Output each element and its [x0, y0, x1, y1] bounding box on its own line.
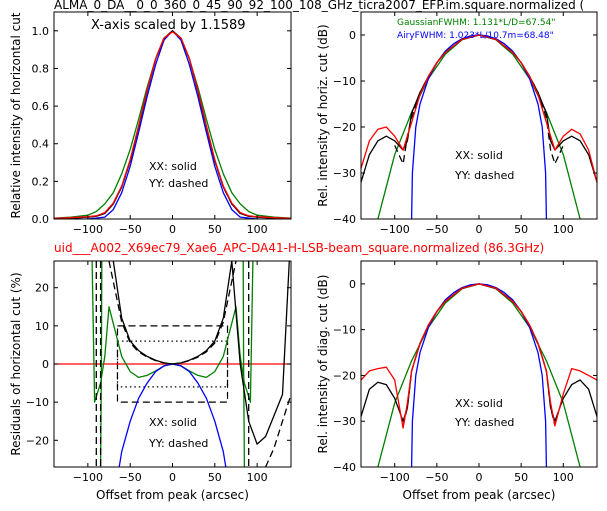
- red-solid-series-4: [54, 31, 291, 219]
- green-solid-series-0: [54, 30, 291, 219]
- y-tick-label: 0.4: [32, 138, 50, 151]
- x-tick-label: 100: [553, 471, 574, 484]
- y-tick-label: 0.8: [32, 62, 50, 75]
- y-tick-label: −30: [333, 167, 356, 180]
- data-area: [361, 34, 597, 219]
- y-tick-label: 1.0: [32, 25, 50, 38]
- y-axis-label: Rel. intensity of horiz. cut (dB): [316, 24, 330, 206]
- black-dashed-series-3: [54, 30, 291, 219]
- data-area: [361, 283, 597, 467]
- x-tick-label: −100: [73, 471, 103, 484]
- axes-frame: [360, 260, 598, 468]
- annotation-1: XX: solid: [149, 160, 197, 173]
- y-tick-label: −20: [333, 121, 356, 134]
- annotation-2: XX: solid: [455, 149, 503, 162]
- y-tick-label: −40: [333, 213, 356, 226]
- x-tick-label: −50: [119, 223, 142, 236]
- y-tick-label: −10: [333, 75, 356, 88]
- red-solid-series-4: [361, 283, 597, 429]
- green-solid-series-3: [242, 261, 246, 467]
- annotation-0: XX: solid: [149, 416, 197, 429]
- x-tick-label: −100: [380, 223, 410, 236]
- x-tick-label: 0: [476, 223, 483, 236]
- axes-frame: [360, 11, 598, 220]
- black-dashed-series-3: [394, 34, 564, 165]
- annotation-0: GaussianFWHM: 1.131*L/D=67.54": [397, 18, 555, 28]
- data-area: [54, 30, 291, 219]
- x-tick-label: 100: [247, 223, 268, 236]
- x-tick-label: −100: [380, 471, 410, 484]
- y-tick-label: 0.2: [32, 175, 50, 188]
- x-tick-label: −50: [425, 471, 448, 484]
- y-tick-label: −10: [333, 324, 356, 337]
- black-dashed-series-6: [108, 261, 237, 365]
- y-tick-label: 0: [42, 358, 49, 371]
- x-tick-label: −50: [119, 471, 142, 484]
- annotation-3: YY: dashed: [454, 169, 514, 182]
- annotation-0: XX: solid: [455, 397, 503, 410]
- plot-horizontal-intensity: −100 −50 0 50 100 0.0 0.2 0.4 0.6 0.8 1.0 Relative …: [9, 11, 292, 236]
- blue-solid-series-1: [54, 30, 291, 219]
- y-axis-label: Relative intensity of horizontal cut: [9, 12, 23, 218]
- green-solid-series-0: [377, 34, 581, 219]
- blue-solid-series-1: [410, 34, 548, 219]
- annotation-1: AiryFWHM: 1.023*L/10.7m=68.48": [397, 31, 554, 41]
- black-solid-series-5: [112, 261, 290, 445]
- annotation-2: YY: dashed: [148, 177, 208, 190]
- y-tick-label: −40: [333, 461, 356, 474]
- x-tick-label: 100: [553, 223, 574, 236]
- x-tick-label: 0: [476, 471, 483, 484]
- y-tick-label: 10: [35, 320, 49, 333]
- annotation-0: X-axis scaled by 1.1589: [91, 18, 246, 33]
- y-axis-label: Rel. intensity of diag. cut (dB): [316, 275, 330, 454]
- annotation-1: YY: dashed: [148, 437, 208, 450]
- green-solid-series-0: [377, 283, 581, 467]
- x-tick-label: 50: [514, 471, 528, 484]
- y-tick-label: 0.0: [32, 213, 50, 226]
- x-tick-label: 50: [514, 223, 528, 236]
- x-tick-label: −50: [425, 223, 448, 236]
- x-axis-label: Offset from peak (arcsec): [403, 488, 556, 502]
- blue-solid-series-1: [410, 283, 548, 467]
- y-axis-label: Residuals of horizontal cut (%): [9, 272, 23, 455]
- black-dashed-series-10: [265, 394, 291, 467]
- y-tick-label: −20: [26, 434, 49, 447]
- data-area: [54, 261, 291, 467]
- y-tick-label: 0: [349, 278, 356, 291]
- middle-title: uid___A002_X69ec79_Xae6_APC-DA41-H-LSB-b…: [54, 241, 544, 255]
- x-tick-label: 100: [247, 471, 268, 484]
- x-axis-label: Offset from peak (arcsec): [96, 488, 249, 502]
- x-tick-label: 50: [208, 223, 222, 236]
- y-tick-label: −30: [333, 415, 356, 428]
- y-tick-label: −10: [26, 396, 49, 409]
- y-tick-label: 0: [349, 29, 356, 42]
- black-solid-series-2: [54, 30, 291, 219]
- x-tick-label: −100: [73, 223, 103, 236]
- x-tick-label: 0: [169, 471, 176, 484]
- y-tick-label: 20: [35, 282, 49, 295]
- annotation-1: YY: dashed: [454, 416, 514, 429]
- y-tick-label: −20: [333, 369, 356, 382]
- x-tick-label: 0: [169, 223, 176, 236]
- x-tick-label: 50: [208, 471, 222, 484]
- top-title: ALMA_0_DA__0_0_360_0_45_90_92_100_108_GH…: [54, 0, 584, 12]
- y-tick-label: 0.6: [32, 100, 50, 113]
- red-solid-series-4: [361, 34, 597, 183]
